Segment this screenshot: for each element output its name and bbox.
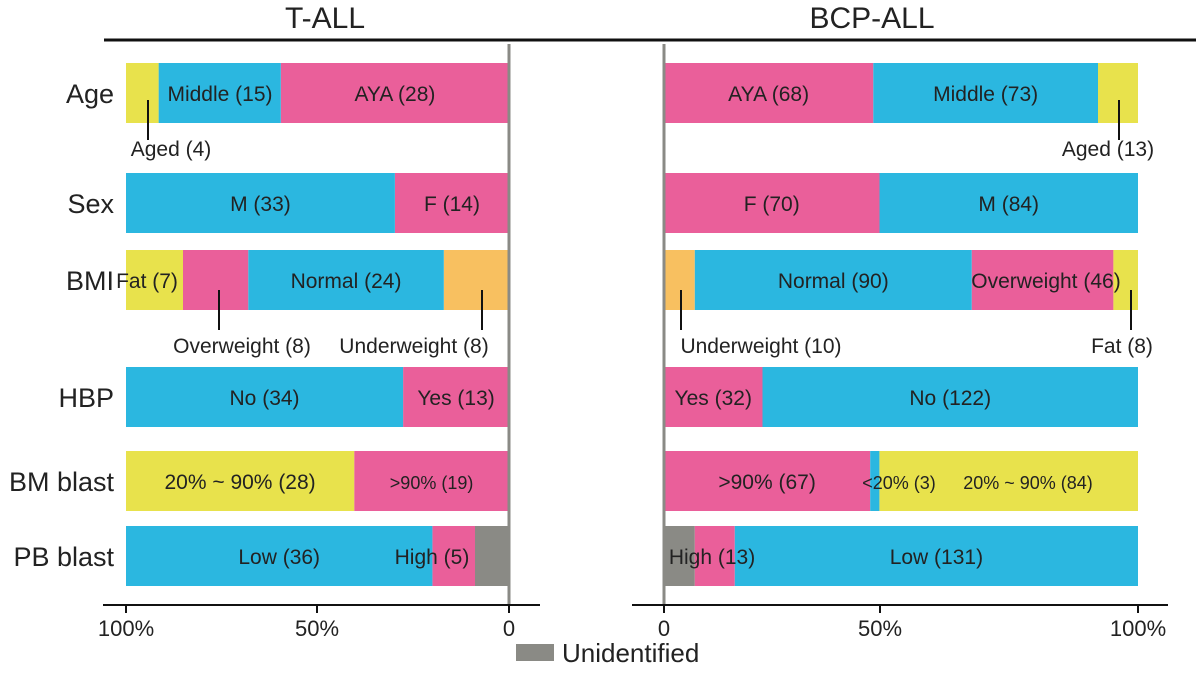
category-label-hbp: HBP <box>58 383 114 413</box>
bar-t-all-age-aya-28 <box>280 63 509 123</box>
annotation-aged-4: Aged (4) <box>131 138 212 161</box>
segment-label-20-3: <20% (3) <box>862 473 936 493</box>
annotation-fat-8: Fat (8) <box>1091 335 1153 358</box>
segment-label-low-131: Low (131) <box>890 546 983 569</box>
x-tick-label-t-all-50: 50% <box>295 616 339 641</box>
bar-t-all-bmi-normal-24 <box>248 250 444 310</box>
segment-label-20-90-28: 20% ~ 90% (28) <box>164 471 315 494</box>
category-label-age: Age <box>66 79 114 109</box>
bar-bcp-all-hbp-no-122 <box>762 367 1138 427</box>
segment-label-low-36: Low (36) <box>238 546 320 569</box>
segment-label-normal-90: Normal (90) <box>778 270 889 293</box>
segment-label-f-14: F (14) <box>424 193 480 216</box>
legend-label-unidentified: Unidentified <box>562 638 699 668</box>
segment-label-high-13: High (13) <box>669 546 755 569</box>
bar-t-all-bm-blast-20-90-28 <box>126 451 355 511</box>
annotation-overweight-8: Overweight (8) <box>173 335 311 358</box>
bar-bcp-all-bmi-overweight-46 <box>971 250 1114 310</box>
bar-t-all-sex-f-14 <box>394 173 509 233</box>
x-tick-label-bcp-all-50: 50% <box>858 616 902 641</box>
segment-label-m-84: M (84) <box>978 193 1039 216</box>
segment-label-high-5: High (5) <box>395 546 470 569</box>
bar-t-all-pb-blast-unidentified <box>475 526 509 586</box>
bar-t-all-hbp-no-34 <box>126 367 404 427</box>
bar-bcp-all-age-aya-68 <box>664 63 874 123</box>
segment-label-normal-24: Normal (24) <box>291 270 402 293</box>
bar-bcp-all-pb-blast-high-13 <box>694 526 735 586</box>
bar-t-all-age-aged-4 <box>126 63 159 123</box>
segment-label-90-19: >90% (19) <box>390 473 474 493</box>
bar-t-all-bmi-overweight-8 <box>183 250 249 310</box>
bar-t-all-age-middle-15 <box>158 63 281 123</box>
bar-bcp-all-sex-f-70 <box>664 173 880 233</box>
segment-label-yes-32: Yes (32) <box>675 387 752 410</box>
panel-title-t-all: T-ALL <box>285 2 365 35</box>
bar-bcp-all-pb-blast-low-131 <box>734 526 1138 586</box>
bar-t-all-hbp-yes-13 <box>403 367 509 427</box>
segment-label-fat-7: Fat (7) <box>116 270 178 293</box>
category-label-sex: Sex <box>67 189 114 219</box>
segment-label-f-70: F (70) <box>744 193 800 216</box>
bar-t-all-bm-blast-90-19 <box>354 451 509 511</box>
bar-t-all-sex-m-33 <box>126 173 395 233</box>
annotation-underweight-10: Underweight (10) <box>680 335 841 358</box>
bar-bcp-all-bmi-fat-8 <box>1113 250 1138 310</box>
segment-label-middle-15: Middle (15) <box>167 83 272 106</box>
annotation-aged-13: Aged (13) <box>1062 138 1154 161</box>
segment-label-aya-68: AYA (68) <box>728 83 809 106</box>
segment-label-middle-73: Middle (73) <box>933 83 1038 106</box>
segment-label-no-122: No (122) <box>909 387 991 410</box>
category-label-pb-blast: PB blast <box>13 542 114 572</box>
bar-bcp-all-bmi-normal-90 <box>694 250 972 310</box>
bar-bcp-all-bm-blast-90-67 <box>664 451 871 511</box>
x-tick-label-t-all-0: 0 <box>503 616 515 641</box>
x-tick-label-bcp-all-0: 0 <box>658 616 670 641</box>
annotation-underweight-8: Underweight (8) <box>339 335 488 358</box>
bar-bcp-all-sex-m-84 <box>879 173 1138 233</box>
panel-title-bcp-all: BCP-ALL <box>809 2 934 35</box>
bar-t-all-bmi-underweight-8 <box>443 250 509 310</box>
bar-bcp-all-bm-blast-20-90-84 <box>879 451 1138 511</box>
bar-bcp-all-age-middle-73 <box>873 63 1098 123</box>
legend-swatch-unidentified <box>516 644 554 661</box>
segment-label-no-34: No (34) <box>230 387 300 410</box>
bar-bcp-all-bmi-underweight-10 <box>664 250 695 310</box>
segment-label-m-33: M (33) <box>230 193 291 216</box>
category-label-bm-blast: BM blast <box>9 467 115 497</box>
segment-label-aya-28: AYA (28) <box>354 83 435 106</box>
bar-t-all-pb-blast-high-5 <box>432 526 475 586</box>
x-tick-label-t-all-100: 100% <box>98 616 154 641</box>
bar-bcp-all-bm-blast-20-3 <box>870 451 880 511</box>
bar-t-all-pb-blast-low-36 <box>126 526 433 586</box>
bar-t-all-bmi-fat-7 <box>126 250 183 310</box>
segment-label-yes-13: Yes (13) <box>417 387 494 410</box>
segment-label-90-67: >90% (67) <box>718 471 815 494</box>
bar-bcp-all-hbp-yes-32 <box>664 367 763 427</box>
segment-label-overweight-46: Overweight (46) <box>971 270 1120 293</box>
x-tick-label-bcp-all-100: 100% <box>1110 616 1166 641</box>
bar-bcp-all-pb-blast-unidentified <box>664 526 695 586</box>
segment-label-20-90-84: 20% ~ 90% (84) <box>963 473 1093 493</box>
category-label-bmi: BMI <box>66 266 114 296</box>
